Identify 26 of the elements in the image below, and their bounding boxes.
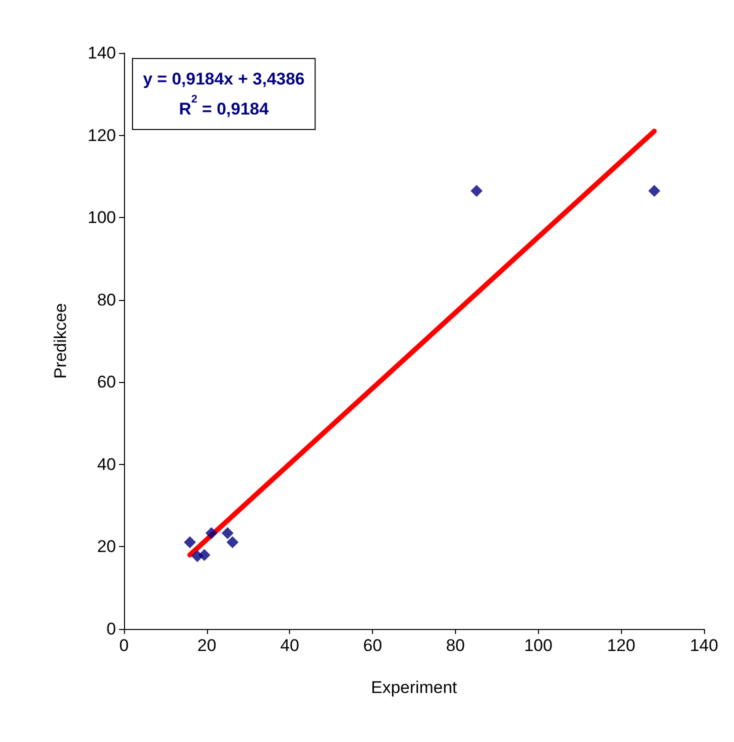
x-tick-label: 60 xyxy=(363,636,382,655)
x-tick-label: 140 xyxy=(690,636,718,655)
point xyxy=(226,536,239,548)
x-tick-label: 120 xyxy=(606,636,636,655)
x-axis-title: Experiment xyxy=(371,678,458,697)
y-tick-label: 20 xyxy=(97,537,116,556)
x-tick-label: 20 xyxy=(197,636,216,655)
y-tick-label: 140 xyxy=(88,44,116,62)
y-tick-label: 60 xyxy=(97,372,116,392)
x-tick-label: 40 xyxy=(280,636,300,655)
point xyxy=(184,536,196,548)
y-tick-label: 100 xyxy=(88,208,116,228)
y-tick-label: 0 xyxy=(106,620,116,638)
annotation: y = 0,9184x + 3,4386 xyxy=(142,70,305,88)
y-tick-label: 120 xyxy=(88,126,116,145)
point xyxy=(222,527,234,540)
point xyxy=(198,548,210,561)
x-tick-label: 100 xyxy=(524,636,552,655)
point xyxy=(205,527,218,540)
y-axis-title: Predikcee xyxy=(51,303,70,379)
y-tick-label: 80 xyxy=(97,290,116,310)
point xyxy=(648,184,660,197)
y-tick-label: 40 xyxy=(97,454,116,474)
x-tick-label: 0 xyxy=(119,636,129,655)
point xyxy=(470,184,483,197)
x-tick-label: 80 xyxy=(446,636,465,655)
